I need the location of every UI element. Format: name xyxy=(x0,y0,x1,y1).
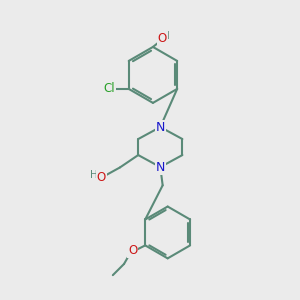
Text: O: O xyxy=(97,171,106,184)
Text: H: H xyxy=(162,31,170,41)
Text: N: N xyxy=(156,121,165,134)
Text: H: H xyxy=(90,170,98,180)
Text: Cl: Cl xyxy=(103,82,115,95)
Text: O: O xyxy=(158,32,167,45)
Text: O: O xyxy=(128,244,137,257)
Text: N: N xyxy=(156,160,165,174)
